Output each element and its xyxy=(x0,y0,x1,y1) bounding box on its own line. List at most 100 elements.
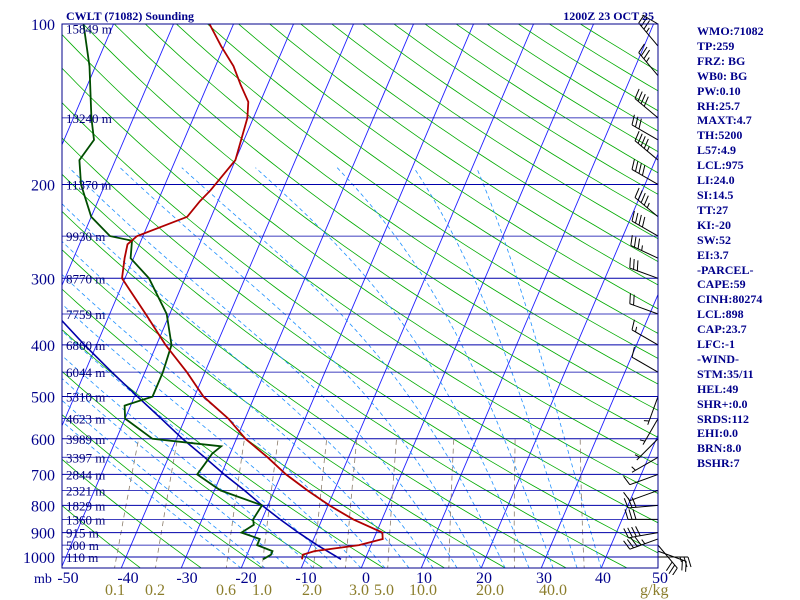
pressure-tick-label: 300 xyxy=(31,271,55,288)
isotherm-line xyxy=(180,24,415,568)
wind-barb xyxy=(629,257,659,279)
temperature-tick-label: 40 xyxy=(595,570,611,587)
wind-barb xyxy=(657,550,687,572)
isotherm-line xyxy=(62,24,295,568)
index-ehi: EHI:0.0 xyxy=(697,426,739,441)
isotherm-line xyxy=(240,24,475,568)
height-label: 1829 m xyxy=(66,498,105,513)
height-label: 6044 m xyxy=(66,365,105,380)
moist-adiabat-line xyxy=(62,203,434,568)
mixing-ratio-line xyxy=(114,438,140,568)
moist-adiabat-line xyxy=(476,167,602,568)
index-si: SI:14.5 xyxy=(697,187,734,202)
height-label: 7759 m xyxy=(66,307,105,322)
mixing-ratio-line xyxy=(513,438,516,568)
height-label: 2844 m xyxy=(66,467,105,482)
dry-adiabat-line xyxy=(144,24,658,385)
temperature-tick-label: 10 xyxy=(416,570,432,587)
wind-barb xyxy=(631,210,659,237)
index-pw: PW:0.10 xyxy=(697,83,741,98)
dry-adiabat-line xyxy=(62,249,507,568)
wind-barb xyxy=(630,235,659,259)
isotherm-line xyxy=(360,24,595,568)
isotherm-lines xyxy=(0,12,658,570)
dry-adiabat-line xyxy=(62,458,202,568)
mixing-ratio-tick-label: 20.0 xyxy=(476,582,504,599)
wind-barb xyxy=(641,15,659,25)
temperature-trace xyxy=(121,24,384,560)
isobar-lines xyxy=(62,23,658,558)
parcel-line xyxy=(62,319,342,560)
dry-adiabat-line xyxy=(62,370,324,568)
height-label: 6860 m xyxy=(66,338,105,353)
temperature-tick-label: -10 xyxy=(295,570,316,587)
wind-barb xyxy=(623,536,659,550)
mixing-ratio-line xyxy=(387,438,397,568)
index-stm: STM:35/11 xyxy=(697,366,754,381)
temperature-tick-label: -40 xyxy=(117,570,138,587)
dry-adiabat-line xyxy=(62,210,568,568)
dry-adiabat-line xyxy=(362,24,658,217)
height-label: 110 m xyxy=(66,550,98,565)
dry-adiabat-line xyxy=(300,24,658,263)
mixing-ratio-tick-label: 10.0 xyxy=(409,582,437,599)
height-label: 3989 m xyxy=(66,432,105,447)
wind-barb xyxy=(631,159,659,185)
dry-adiabat-line xyxy=(62,288,446,568)
mixing-ratio-line xyxy=(225,438,245,568)
dry-adiabat-line xyxy=(393,24,658,195)
index-cape: CAPE:59 xyxy=(697,277,746,292)
wind-barb xyxy=(634,187,659,218)
index-bshr: BSHR:7 xyxy=(697,456,740,471)
moist-adiabat-line xyxy=(181,167,506,568)
wind-barb xyxy=(623,473,659,486)
index-lcl: LCL:975 xyxy=(697,158,744,173)
wind-barb xyxy=(643,396,659,425)
mixing-ratio-tick-label: 5.0 xyxy=(374,582,394,599)
wind-barb xyxy=(629,293,659,315)
mixing-ratio-tick-label: 1.0 xyxy=(252,582,272,599)
index-maxt: MAXT:4.7 xyxy=(697,113,752,128)
wind-barb xyxy=(634,88,659,119)
moist-adiabat-line xyxy=(62,273,386,568)
dry-adiabat-line xyxy=(237,24,658,310)
pressure-tick-label: 200 xyxy=(31,177,55,194)
mixing-ratio-line xyxy=(345,438,358,568)
pressure-tick-label: 600 xyxy=(31,432,55,449)
dry-adiabat-line xyxy=(62,67,658,494)
mixing-ratio-line xyxy=(261,438,279,568)
isotherm-line xyxy=(480,152,658,568)
height-label: 9930 m xyxy=(66,229,105,244)
mixing-ratio-lines xyxy=(114,438,585,568)
wind-barb xyxy=(623,526,659,539)
pressure-tick-label: 900 xyxy=(31,526,55,543)
temperature-tick-label: 50 xyxy=(652,570,668,587)
moist-adiabat-line xyxy=(413,167,578,568)
pressure-tick-label: 100 xyxy=(31,17,55,34)
index-hel: HEL:49 xyxy=(697,381,739,396)
mixing-ratio-line xyxy=(579,438,585,568)
mixing-ratio-tick-label: 2.0 xyxy=(302,582,322,599)
mixing-ratio-tick-label: 3.0 xyxy=(349,582,369,599)
index-ki: KI:-20 xyxy=(697,217,731,232)
height-label: 8770 m xyxy=(66,271,105,286)
index-ei: EI:3.7 xyxy=(697,247,729,262)
isotherm-line xyxy=(0,12,59,570)
dry-adiabat-line xyxy=(175,24,658,359)
dry-adiabat-line xyxy=(62,173,628,568)
index-lfc: LFC:-1 xyxy=(697,337,735,352)
temperature-tick-label: -30 xyxy=(176,570,197,587)
height-label: 915 m xyxy=(66,526,99,541)
index-rh: RH:25.7 xyxy=(697,98,740,113)
index-frz: FRZ: BG xyxy=(697,53,746,68)
wind-barb xyxy=(639,418,659,445)
wind-barb xyxy=(634,130,659,161)
wind-barb xyxy=(631,319,659,346)
temperature-tick-label: -20 xyxy=(235,570,256,587)
dry-adiabat-line xyxy=(62,33,658,466)
chart-title: CWLT (71082) Sounding xyxy=(66,9,194,23)
index-shr: SHR+:0.0 xyxy=(697,396,748,411)
pressure-unit-label: mb xyxy=(34,572,52,587)
